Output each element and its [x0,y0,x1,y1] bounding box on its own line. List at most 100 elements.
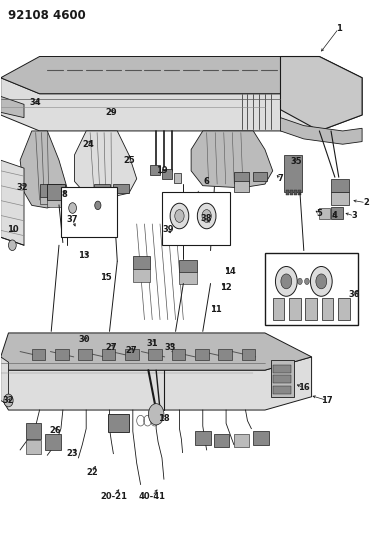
Circle shape [310,266,332,296]
Circle shape [69,203,76,213]
Bar [234,172,250,182]
Polygon shape [1,357,312,410]
Text: 24: 24 [82,140,94,149]
Text: 12: 12 [220,283,232,292]
Bar [133,256,150,269]
Text: 6: 6 [204,177,209,186]
Circle shape [202,209,211,222]
Bar [179,272,197,284]
Bar [55,349,69,360]
Circle shape [175,209,184,222]
Circle shape [298,278,302,285]
Bar [133,269,150,282]
Text: 37: 37 [67,215,78,224]
Text: 13: 13 [78,252,90,260]
Bar [286,190,289,195]
Bar [195,431,211,445]
Bar [214,434,229,447]
Bar [179,260,197,272]
Polygon shape [1,357,9,405]
Bar [331,179,349,192]
Text: 18: 18 [158,414,170,423]
Circle shape [316,274,327,289]
Bar [319,208,330,219]
Text: 25: 25 [123,156,135,165]
Bar [26,423,41,439]
Text: 4: 4 [332,212,338,221]
Text: 3: 3 [351,212,357,221]
Circle shape [197,203,216,229]
Bar [113,183,129,193]
Bar [174,173,181,182]
Text: 31: 31 [146,339,158,348]
Bar [273,386,291,394]
Bar [289,298,301,320]
Text: 7: 7 [278,174,284,183]
Circle shape [170,203,189,229]
Bar [273,298,284,320]
Bar [331,207,343,219]
Bar [39,197,61,204]
Text: 11: 11 [211,304,222,313]
Bar [45,434,61,450]
Circle shape [275,266,297,296]
Bar [125,349,139,360]
Bar [32,349,45,360]
Text: 33: 33 [164,343,176,352]
Text: 39: 39 [162,225,174,234]
Bar [273,375,291,383]
Polygon shape [74,131,137,197]
Bar [265,253,358,325]
Polygon shape [1,160,24,245]
Bar [234,434,250,447]
Circle shape [305,278,309,285]
Text: 92108 4600: 92108 4600 [9,9,86,22]
Circle shape [4,394,13,407]
Text: 29: 29 [106,108,117,117]
Text: 26: 26 [49,426,61,435]
Polygon shape [280,110,362,144]
Bar [78,349,92,360]
Bar [253,172,267,181]
Text: 27: 27 [125,346,136,355]
Bar [284,155,302,192]
Bar [150,165,160,175]
Circle shape [281,274,292,289]
Text: 15: 15 [100,273,112,281]
Text: 32: 32 [3,396,14,405]
Text: 40-41: 40-41 [139,491,166,500]
Bar [253,431,269,445]
Polygon shape [1,56,362,94]
Bar [172,349,185,360]
Bar [234,181,250,192]
Text: 14: 14 [224,268,236,276]
Text: 23: 23 [67,449,78,458]
Polygon shape [20,131,67,208]
Bar [331,192,349,205]
Bar [39,184,61,197]
Text: 30: 30 [78,335,90,344]
Bar [298,190,301,195]
Text: 17: 17 [321,396,333,405]
Text: 36: 36 [349,289,360,298]
Bar [162,192,230,245]
Text: 27: 27 [106,343,117,352]
Polygon shape [280,56,362,131]
Text: 19: 19 [156,166,168,175]
Text: 1: 1 [336,24,342,33]
Bar [26,440,41,454]
Bar [294,190,297,195]
Text: 34: 34 [30,98,41,107]
Bar [61,187,117,237]
Text: 10: 10 [7,225,18,234]
Circle shape [95,201,101,209]
Bar [271,360,294,397]
Polygon shape [1,78,362,131]
Bar [94,183,110,193]
Text: 5: 5 [316,209,322,218]
Bar [290,190,293,195]
Text: 22: 22 [86,469,98,477]
Circle shape [148,403,164,425]
Polygon shape [1,333,312,370]
Text: 38: 38 [201,214,213,223]
